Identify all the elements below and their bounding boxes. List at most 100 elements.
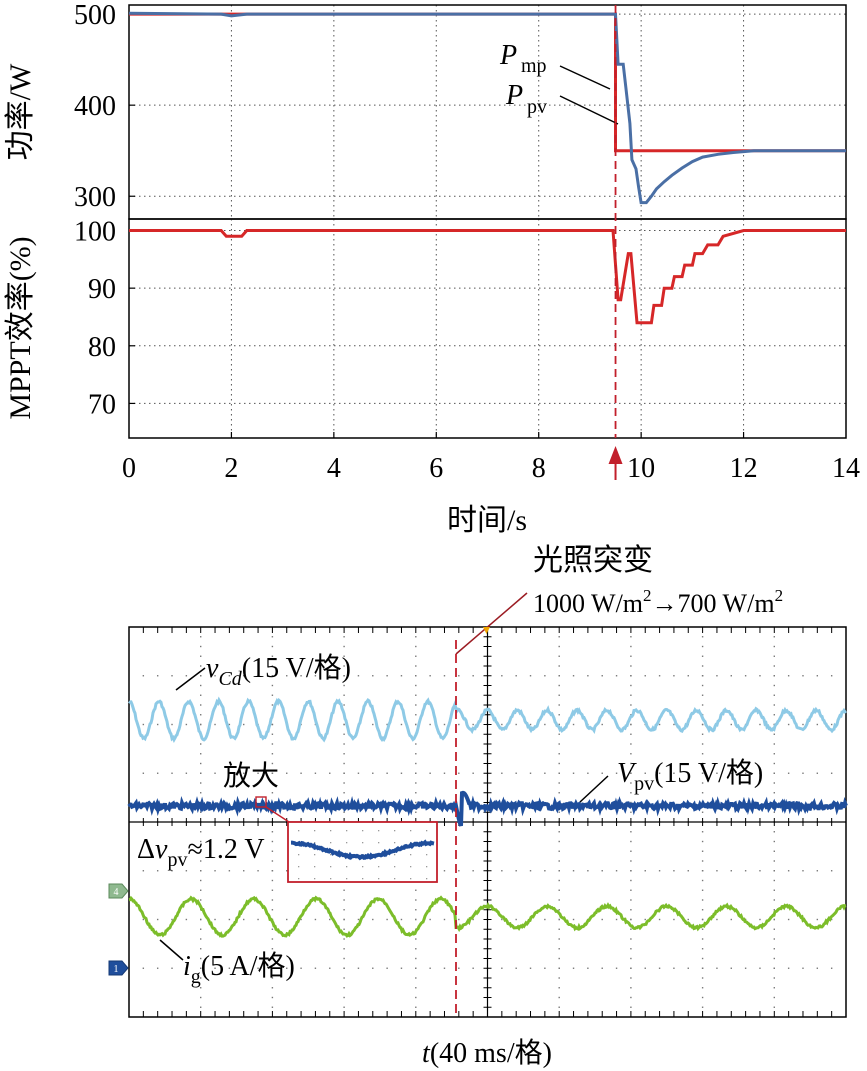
scope-grid-dot <box>802 675 804 677</box>
scope-grid-dot <box>773 948 775 950</box>
scope-grid-dot <box>529 675 532 677</box>
scope-grid-dot <box>257 675 259 677</box>
scope-grid-dot <box>501 967 503 969</box>
scope-grid-dot <box>357 967 360 969</box>
scope-grid-dot <box>644 870 646 872</box>
scope-grid-dot <box>558 1006 560 1008</box>
scope-grid-dot <box>271 889 274 891</box>
scope-grid-dot <box>415 977 417 979</box>
scope-grid-dot <box>415 704 417 706</box>
scope-grid-dot <box>200 675 202 677</box>
scope-grid-dot <box>472 870 474 872</box>
scope-grid-dot <box>587 967 589 969</box>
scope-grid-dot <box>558 889 560 891</box>
scope-grid-dot <box>544 772 546 774</box>
scope-grid-dot <box>830 870 833 872</box>
scope-grid-dot <box>615 675 618 677</box>
scope-grid-dot <box>701 938 704 940</box>
scope-grid-dot <box>716 870 718 872</box>
scope-grid-dot <box>773 714 775 716</box>
scope-grid-dot <box>773 1006 775 1008</box>
scope-grid-dot <box>200 889 202 891</box>
x-tick-label: 0 <box>122 453 136 484</box>
scope-grid-dot <box>630 879 632 882</box>
zoom-connector <box>265 806 290 823</box>
scope-grid-dot <box>343 909 345 911</box>
scope-grid-dot <box>816 772 819 774</box>
scope-grid-dot <box>386 918 388 921</box>
scope-grid-dot <box>400 723 403 726</box>
scope-grid-dot <box>544 918 546 921</box>
scope-grid-dot <box>314 675 317 677</box>
zoom-grid-dot <box>362 878 364 880</box>
scope-grid-dot <box>415 801 417 804</box>
x-tick-label: 12 <box>730 453 758 484</box>
scope-grid-dot <box>271 772 274 774</box>
scope-grid-dot <box>343 996 345 999</box>
power-y-ticks: 300 400 500 <box>74 0 135 213</box>
zoom-grid-dot <box>394 830 396 832</box>
scope-grid-dot <box>630 811 632 813</box>
scope-grid-dot <box>515 675 517 677</box>
ig-label: ig(5 A/格) <box>183 950 295 988</box>
scope-grid-dot <box>644 918 646 921</box>
scope-grid-dot <box>558 762 560 765</box>
zoom-grid-dot <box>426 866 428 868</box>
power-panel: 300 400 500 功率/W P mp P pv <box>4 0 847 220</box>
scope-grid-dot <box>415 675 417 677</box>
zoom-source-box <box>255 796 267 808</box>
channel-1-marker: 1 <box>108 960 129 976</box>
scope-grid-dot <box>228 723 231 726</box>
scope-grid-dot <box>400 675 403 677</box>
scope-grid-dot <box>558 899 560 901</box>
scope-grid-dot <box>558 665 560 667</box>
power-y-tick-label: 400 <box>74 91 116 122</box>
scope-grid-dot <box>357 918 360 921</box>
scope-grid-dot <box>214 723 216 726</box>
scope-grid-dot <box>701 655 704 657</box>
scope-grid-dot <box>314 967 317 969</box>
scope-grid-dot <box>228 675 231 677</box>
zoom-grid-dot <box>314 842 316 844</box>
scope-grid-dot <box>630 675 632 677</box>
scope-grid-dot <box>415 889 417 891</box>
scope-grid-dot <box>630 831 632 833</box>
scope-grid-dot <box>415 967 417 969</box>
zoom-grid-dot <box>378 842 380 844</box>
scope-grid-dot <box>429 723 431 726</box>
scope-grid-dot <box>773 860 775 862</box>
scope-grid-dot <box>802 967 804 969</box>
zoom-grid-dot <box>330 854 332 856</box>
scope-grid-dot <box>343 675 345 677</box>
scope-grid-dot <box>200 957 202 960</box>
scope-grid-dot <box>415 772 417 774</box>
scope-grid-dot <box>271 938 274 940</box>
pmp-subscript: mp <box>521 55 547 77</box>
scope-grid-dot <box>200 918 202 921</box>
scope-grid-dot <box>271 792 274 794</box>
scope-grid-dot <box>701 899 704 901</box>
scope-grid-dot <box>257 772 259 774</box>
scope-grid-dot <box>171 918 173 921</box>
scope-grid-dot <box>673 870 675 872</box>
scope-grid-dot <box>787 967 790 969</box>
scope-grid-dot <box>701 987 704 989</box>
scope-grid-dot <box>759 870 761 872</box>
scope-grid-dot <box>701 948 704 950</box>
scope-grid-dot <box>687 772 689 774</box>
efficiency-y-tick-label: 70 <box>88 389 116 420</box>
scope-grid-dot <box>773 694 775 696</box>
scope-grid-dot <box>630 723 632 726</box>
scope-grid-dot <box>830 967 833 969</box>
scope-grid-dot <box>558 948 560 950</box>
scope-grid-dot <box>787 675 790 677</box>
scope-grid-dot <box>415 694 417 696</box>
scope-grid-dot <box>200 1006 202 1008</box>
scope-grid-dot <box>286 772 288 774</box>
scope-grid-dot <box>630 948 632 950</box>
scope-grid-dot <box>701 762 704 765</box>
scope-grid-dot <box>773 899 775 901</box>
ppv-annotation: P pv <box>505 80 619 125</box>
scope-grid-dot <box>156 772 159 774</box>
scope-grid-dot <box>429 918 431 921</box>
